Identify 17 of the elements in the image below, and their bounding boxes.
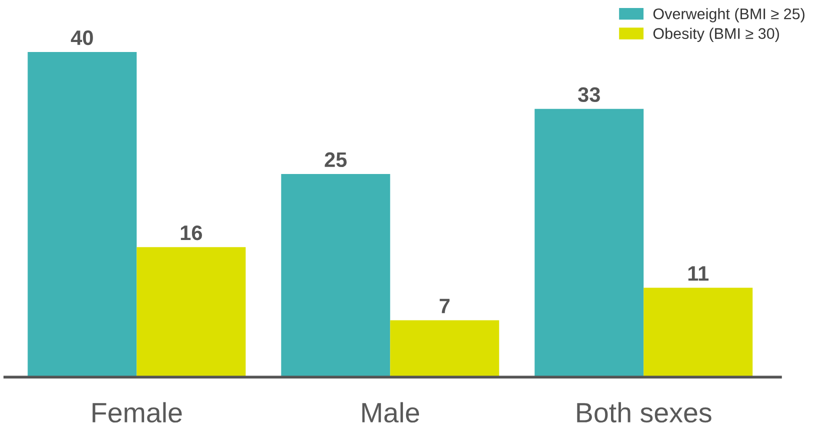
- data-label: 7: [440, 298, 450, 314]
- bar: [28, 52, 137, 378]
- bar: [534, 108, 644, 378]
- legend-label: Overweight (BMI ≥ 25): [653, 8, 804, 22]
- data-label: 40: [70, 30, 93, 46]
- data-label: 25: [324, 152, 347, 168]
- x-tick-label: Both sexes: [577, 402, 712, 423]
- bar: [136, 247, 246, 378]
- bar: [644, 288, 753, 378]
- x-tick-label: Male: [362, 402, 420, 423]
- data-label: 16: [180, 225, 202, 240]
- legend-label: Obesity (BMI ≥ 30): [653, 28, 779, 42]
- data-label: 11: [688, 266, 709, 281]
- data-label: 33: [578, 87, 600, 102]
- bar: [390, 320, 500, 378]
- x-tick-label: Female: [92, 402, 182, 423]
- bar: [281, 174, 390, 378]
